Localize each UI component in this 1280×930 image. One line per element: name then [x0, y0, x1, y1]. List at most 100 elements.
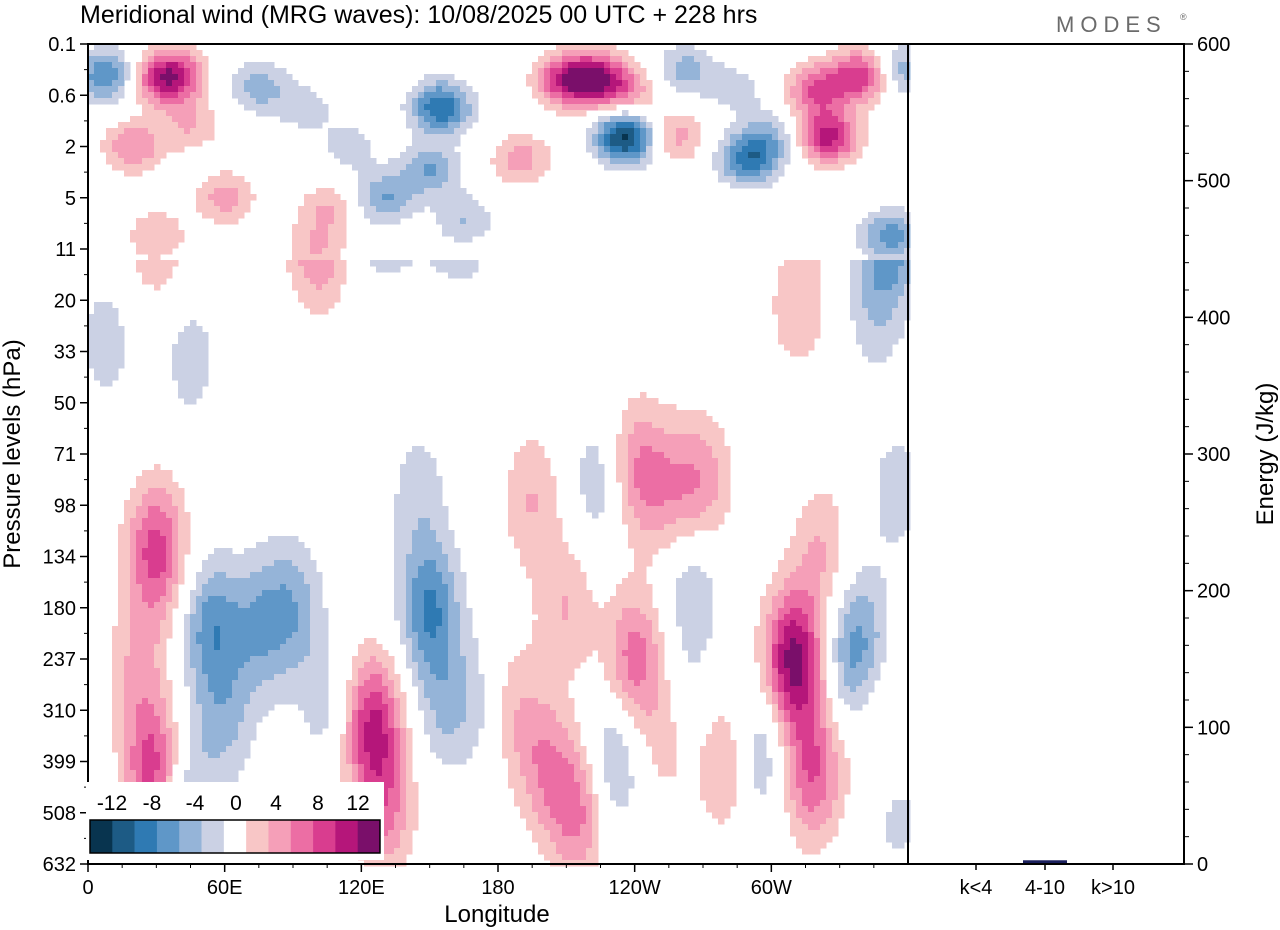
heatmap-cell	[310, 104, 317, 111]
heatmap-cell	[394, 578, 401, 585]
heatmap-cell	[418, 194, 425, 201]
heatmap-cell	[682, 434, 689, 441]
heatmap-cell	[154, 44, 161, 51]
heatmap-cell	[814, 128, 821, 135]
heatmap-cell	[250, 626, 257, 633]
heatmap-cell	[586, 68, 593, 75]
heatmap-cell	[880, 650, 887, 657]
heatmap-cell	[634, 524, 641, 531]
heatmap-cell	[754, 122, 761, 129]
heatmap-cell	[706, 416, 713, 423]
heatmap-cell	[802, 320, 809, 327]
heatmap-cell	[598, 140, 605, 147]
heatmap-cell	[148, 260, 155, 267]
heatmap-cell	[328, 194, 335, 201]
heatmap-cell	[424, 530, 431, 537]
heatmap-cell	[364, 158, 371, 165]
heatmap-cell	[802, 560, 809, 567]
heatmap-cell	[610, 122, 617, 129]
heatmap-cell	[322, 188, 329, 195]
heatmap-cell	[664, 134, 671, 141]
heatmap-cell	[682, 476, 689, 483]
heatmap-cell	[814, 632, 821, 639]
heatmap-cell	[652, 506, 659, 513]
heatmap-cell	[754, 176, 761, 183]
heatmap-cell	[112, 326, 119, 333]
heatmap-cell	[220, 182, 227, 189]
heatmap-cell	[640, 644, 647, 651]
heatmap-cell	[142, 482, 149, 489]
heatmap-cell	[298, 230, 305, 237]
heatmap-cell	[688, 464, 695, 471]
heatmap-cell	[616, 446, 623, 453]
heatmap-cell	[760, 146, 767, 153]
heatmap-cell	[466, 236, 473, 243]
heatmap-cell	[640, 464, 647, 471]
heatmap-cell	[418, 614, 425, 621]
heatmap-cell	[124, 542, 131, 549]
heatmap-cell	[334, 218, 341, 225]
heatmap-cell	[694, 644, 701, 651]
heatmap-cell	[172, 128, 179, 135]
heatmap-cell	[892, 260, 899, 267]
heatmap-cell	[880, 608, 887, 615]
heatmap-cell	[184, 548, 191, 555]
heatmap-cell	[160, 74, 167, 81]
heatmap-cell	[286, 104, 293, 111]
heatmap-cell	[682, 80, 689, 87]
heatmap-cell	[160, 212, 167, 219]
heatmap-cell	[538, 86, 545, 93]
heatmap-cell	[142, 656, 149, 663]
heatmap-cell	[634, 140, 641, 147]
heatmap-cell	[802, 80, 809, 87]
heatmap-cell	[598, 134, 605, 141]
heatmap-cell	[892, 242, 899, 249]
heatmap-cell	[202, 626, 209, 633]
heatmap-cell	[448, 164, 455, 171]
heatmap-cell	[436, 554, 443, 561]
heatmap-cell	[388, 176, 395, 183]
heatmap-cell	[640, 116, 647, 123]
heatmap-cell	[316, 632, 323, 639]
heatmap-cell	[574, 44, 581, 51]
heatmap-cell	[160, 602, 167, 609]
heatmap-cell	[550, 578, 557, 585]
heatmap-cell	[94, 62, 101, 69]
heatmap-cell	[796, 638, 803, 645]
heatmap-cell	[274, 74, 281, 81]
heatmap-cell	[892, 272, 899, 279]
heatmap-cell	[682, 50, 689, 57]
heatmap-cell	[130, 512, 137, 519]
heatmap-cell	[304, 284, 311, 291]
heatmap-cell	[640, 440, 647, 447]
heatmap-cell	[808, 632, 815, 639]
heatmap-cell	[322, 104, 329, 111]
heatmap-cell	[892, 530, 899, 537]
heatmap-cell	[868, 632, 875, 639]
heatmap-cell	[112, 626, 119, 633]
heatmap-cell	[604, 644, 611, 651]
heatmap-cell	[454, 272, 461, 279]
heatmap-cell	[166, 260, 173, 267]
heatmap-cell	[418, 170, 425, 177]
heatmap-cell	[874, 272, 881, 279]
heatmap-cell	[118, 80, 125, 87]
heatmap-cell	[856, 56, 863, 63]
heatmap-cell	[172, 50, 179, 57]
heatmap-cell	[142, 626, 149, 633]
heatmap-cell	[424, 614, 431, 621]
heatmap-cell	[832, 638, 839, 645]
heatmap-cell	[292, 656, 299, 663]
heatmap-cell	[862, 86, 869, 93]
heatmap-cell	[766, 170, 773, 177]
heatmap-cell	[508, 164, 515, 171]
heatmap-cell	[202, 74, 209, 81]
heatmap-cell	[802, 326, 809, 333]
heatmap-cell	[640, 122, 647, 129]
heatmap-cell	[130, 566, 137, 573]
heatmap-cell	[202, 650, 209, 657]
heatmap-cell	[634, 80, 641, 87]
heatmap-cell	[772, 296, 779, 303]
heatmap-cell	[706, 464, 713, 471]
heatmap-cell	[634, 68, 641, 75]
